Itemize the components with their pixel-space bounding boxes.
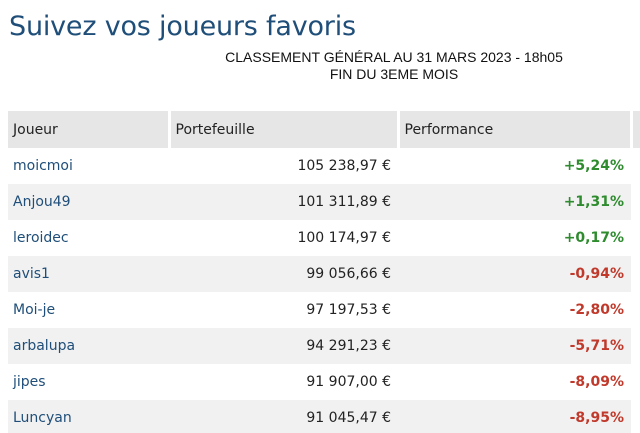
table-row: moicmoi 105 238,97 € +5,24%: [8, 148, 640, 184]
players-table: Joueur Portefeuille Performance moicmoi 1…: [8, 111, 640, 433]
row-edge: [631, 220, 640, 256]
performance-value: -0,94%: [398, 256, 631, 292]
column-header-portfolio[interactable]: Portefeuille: [169, 111, 400, 148]
row-edge: [631, 256, 640, 292]
portfolio-value: 94 291,23 €: [169, 328, 398, 364]
performance-value: +5,24%: [398, 148, 631, 184]
performance-value: +1,31%: [398, 184, 631, 220]
portfolio-value: 91 907,00 €: [169, 364, 398, 400]
player-link[interactable]: avis1: [8, 256, 169, 292]
player-link[interactable]: moicmoi: [8, 148, 169, 184]
player-link[interactable]: leroidec: [8, 220, 169, 256]
row-edge: [631, 364, 640, 400]
row-edge: [631, 328, 640, 364]
table-header-row: Joueur Portefeuille Performance: [8, 111, 640, 148]
table-row: avis1 99 056,66 € -0,94%: [8, 256, 640, 292]
table-row: leroidec 100 174,97 € +0,17%: [8, 220, 640, 256]
performance-value: -5,71%: [398, 328, 631, 364]
performance-value: -8,95%: [398, 400, 631, 433]
player-link[interactable]: jipes: [8, 364, 169, 400]
player-link[interactable]: Moi-je: [8, 292, 169, 328]
column-header-extra: [631, 111, 640, 148]
ranking-subtitle: CLASSEMENT GÉNÉRAL AU 31 MARS 2023 - 18h…: [225, 49, 563, 65]
table-body: moicmoi 105 238,97 € +5,24% Anjou49 101 311,…: [8, 148, 640, 433]
table-row: jipes 91 907,00 € -8,09%: [8, 364, 640, 400]
page-title: Suivez vos joueurs favoris: [9, 11, 356, 42]
column-header-player[interactable]: Joueur: [8, 111, 171, 148]
portfolio-value: 100 174,97 €: [169, 220, 398, 256]
portfolio-value: 105 238,97 €: [169, 148, 398, 184]
player-link[interactable]: arbalupa: [8, 328, 169, 364]
player-link[interactable]: Luncyan: [8, 400, 169, 433]
portfolio-value: 91 045,47 €: [169, 400, 398, 433]
row-edge: [631, 148, 640, 184]
month-subtitle: FIN DU 3EME MOIS: [329, 66, 459, 82]
row-edge: [631, 400, 640, 433]
portfolio-value: 99 056,66 €: [169, 256, 398, 292]
table-row: arbalupa 94 291,23 € -5,71%: [8, 328, 640, 364]
portfolio-value: 101 311,89 €: [169, 184, 398, 220]
performance-value: +0,17%: [398, 220, 631, 256]
table-row: Luncyan 91 045,47 € -8,95%: [8, 400, 640, 433]
portfolio-value: 97 197,53 €: [169, 292, 398, 328]
column-header-performance[interactable]: Performance: [398, 111, 633, 148]
player-link[interactable]: Anjou49: [8, 184, 169, 220]
table-row: Anjou49 101 311,89 € +1,31%: [8, 184, 640, 220]
table-row: Moi-je 97 197,53 € -2,80%: [8, 292, 640, 328]
performance-value: -2,80%: [398, 292, 631, 328]
performance-value: -8,09%: [398, 364, 631, 400]
row-edge: [631, 292, 640, 328]
row-edge: [631, 184, 640, 220]
